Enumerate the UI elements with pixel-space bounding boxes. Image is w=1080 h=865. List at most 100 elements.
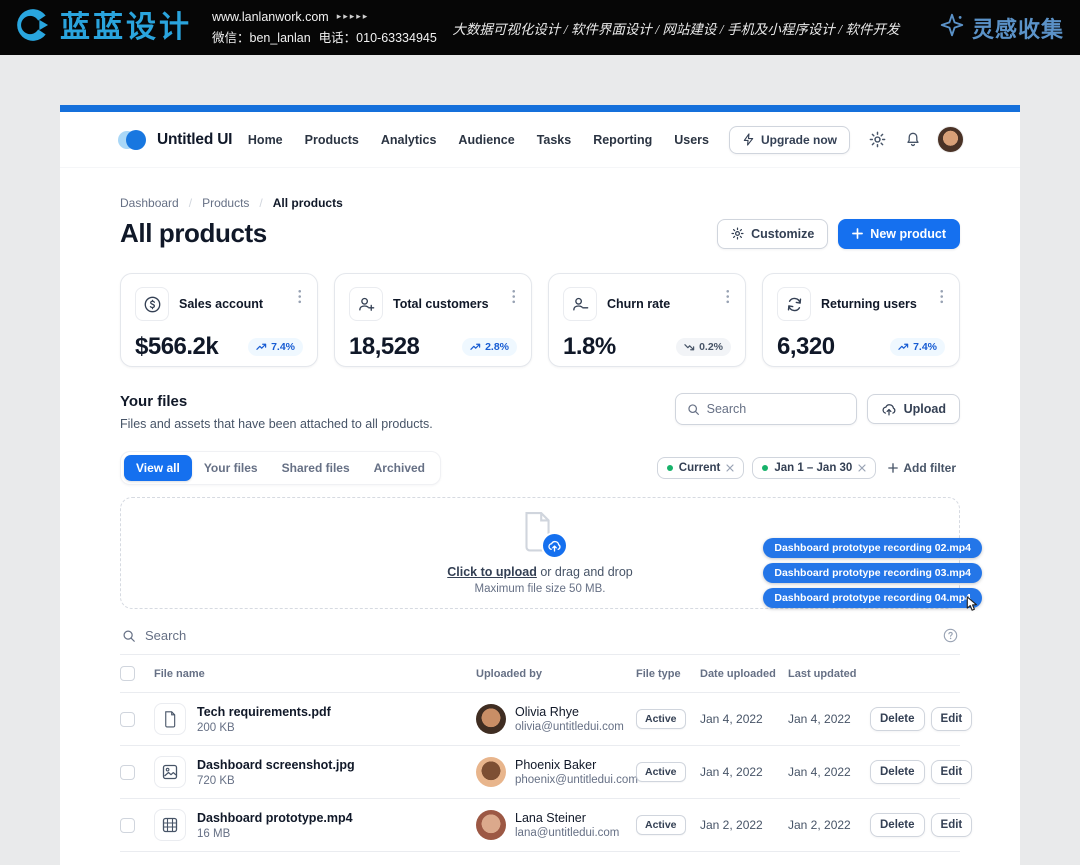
crumb-dashboard[interactable]: Dashboard [120, 196, 179, 210]
upload-button[interactable]: Upload [866, 394, 960, 424]
column-date-uploaded[interactable]: Date uploaded [700, 667, 776, 680]
filter-chip-current[interactable]: Current [656, 457, 745, 479]
table-row: Tech requirements.pdf 200 KB Olivia Rhye… [120, 693, 973, 746]
banner-contact-info: www.lanlanwork.com ▸▸▸▸▸ 微信：ben_lanlan 电… [212, 10, 437, 46]
page-title: All products [120, 218, 267, 248]
untitled-ui-logo-icon [118, 129, 148, 151]
tab-shared-files[interactable]: Shared files [281, 461, 350, 475]
table-search-input[interactable] [145, 628, 934, 643]
status-dot [666, 465, 673, 471]
crumb-products[interactable]: Products [202, 196, 250, 210]
tab-view-all[interactable]: View all [124, 455, 192, 481]
tabs-row: View all Your files Shared files Archive… [120, 451, 960, 485]
help-icon[interactable] [943, 628, 958, 643]
edit-button[interactable]: Edit [930, 813, 973, 837]
last-updated: Jan 4, 2022 [788, 712, 851, 726]
row-checkbox[interactable] [120, 764, 135, 780]
column-uploaded-by[interactable]: Uploaded by [476, 667, 543, 680]
stat-value: 1.8% [563, 333, 616, 360]
delete-button[interactable]: Delete [870, 760, 925, 784]
title-row: All products Customize New produc [120, 218, 960, 249]
customize-label: Customize [751, 226, 815, 241]
refresh-icon [777, 287, 811, 321]
stat-label: Total customers [393, 297, 489, 311]
close-icon[interactable] [726, 464, 734, 472]
date-uploaded: Jan 4, 2022 [700, 765, 763, 779]
sparkle-star-icon [939, 12, 965, 43]
crumb-separator: / [188, 196, 193, 210]
currency-dollar-icon [135, 287, 169, 321]
cursor-icon [966, 596, 980, 617]
trend-badge: 0.2% [676, 338, 731, 356]
stat-label: Sales account [179, 297, 264, 311]
cloud-upload-icon [881, 403, 897, 416]
stat-change: 2.8% [485, 341, 509, 353]
nav-link-audience[interactable]: Audience [458, 132, 515, 147]
click-to-upload-link[interactable]: Click to upload [447, 565, 537, 579]
add-filter-button[interactable]: Add filter [884, 457, 960, 479]
table-search[interactable] [120, 621, 960, 655]
files-title: Your files [120, 393, 188, 410]
edit-button[interactable]: Edit [930, 707, 973, 731]
column-file-name[interactable]: File name [154, 667, 205, 680]
nav-link-reporting[interactable]: Reporting [593, 132, 653, 147]
zap-icon [742, 133, 755, 146]
tab-archived[interactable]: Archived [373, 461, 425, 475]
user-minus-icon [563, 287, 597, 321]
delete-button[interactable]: Delete [870, 813, 925, 837]
files-search[interactable] [674, 393, 857, 425]
new-product-label: New product [870, 226, 946, 241]
row-checkbox[interactable] [120, 711, 135, 727]
kebab-menu-icon[interactable] [938, 287, 946, 311]
upgrade-button[interactable]: Upgrade now [728, 125, 850, 154]
last-updated: Jan 2, 2022 [788, 818, 851, 832]
row-checkbox[interactable] [120, 817, 135, 833]
file-name[interactable]: Dashboard prototype.mp4 [197, 810, 353, 825]
stat-change: 0.2% [699, 341, 723, 353]
files-search-input[interactable] [706, 402, 845, 416]
upload-label: Upload [903, 402, 946, 416]
select-all-checkbox[interactable] [120, 666, 135, 681]
nav-link-analytics[interactable]: Analytics [380, 132, 437, 147]
customize-button[interactable]: Customize [717, 218, 829, 249]
promo-banner: 蓝蓝设计 www.lanlanwork.com ▸▸▸▸▸ 微信：ben_lan… [0, 0, 1080, 55]
delete-button[interactable]: Delete [870, 707, 925, 731]
nav-link-users[interactable]: Users [674, 132, 709, 147]
file-name[interactable]: Tech requirements.pdf [197, 704, 331, 719]
column-last-updated[interactable]: Last updated [788, 667, 857, 680]
image-file-icon [154, 756, 186, 788]
file-chip[interactable]: Dashboard prototype recording 03.mp4 [763, 563, 982, 583]
files-section-header: Your files Files and assets that have be… [120, 393, 960, 431]
stat-label: Returning users [821, 297, 917, 311]
nav-link-products[interactable]: Products [304, 132, 359, 147]
kebab-menu-icon[interactable] [724, 287, 732, 311]
filter-chip-date-range[interactable]: Jan 1 – Jan 30 [752, 457, 877, 479]
settings-gear-icon[interactable] [869, 131, 886, 148]
filter-label: Jan 1 – Jan 30 [774, 462, 853, 474]
nav-link-tasks[interactable]: Tasks [536, 132, 572, 147]
user-avatar[interactable] [937, 126, 964, 153]
stat-value: $566.2k [135, 333, 219, 360]
stats-row: Sales account $566.2k 7.4% [120, 273, 960, 367]
kebab-menu-icon[interactable] [510, 287, 518, 311]
edit-button[interactable]: Edit [930, 760, 973, 784]
crumb-separator: / [259, 196, 263, 210]
file-chip[interactable]: Dashboard prototype recording 02.mp4 [763, 538, 982, 558]
tab-your-files[interactable]: Your files [203, 461, 258, 475]
lanlan-brand: 蓝蓝设计 [14, 6, 192, 49]
brand[interactable]: Untitled UI [118, 129, 232, 151]
new-product-button[interactable]: New product [838, 218, 960, 249]
file-name[interactable]: Dashboard screenshot.jpg [197, 757, 355, 772]
nav-link-home[interactable]: Home [247, 132, 283, 147]
close-icon[interactable] [858, 464, 866, 472]
banner-url[interactable]: www.lanlanwork.com [212, 9, 329, 24]
notifications-bell-icon[interactable] [905, 131, 921, 148]
stat-change: 7.4% [271, 341, 295, 353]
uploader-name: Olivia Rhye [515, 705, 579, 719]
file-tabs: View all Your files Shared files Archive… [120, 451, 441, 485]
inspiration-collect[interactable]: 灵感收集 [915, 12, 1064, 44]
file-chip[interactable]: Dashboard prototype recording 04.mp4 [763, 588, 982, 608]
column-file-type[interactable]: File type [636, 667, 681, 680]
kebab-menu-icon[interactable] [296, 287, 304, 311]
upload-dropzone[interactable]: Click to upload or drag and drop Maximum… [120, 497, 982, 611]
